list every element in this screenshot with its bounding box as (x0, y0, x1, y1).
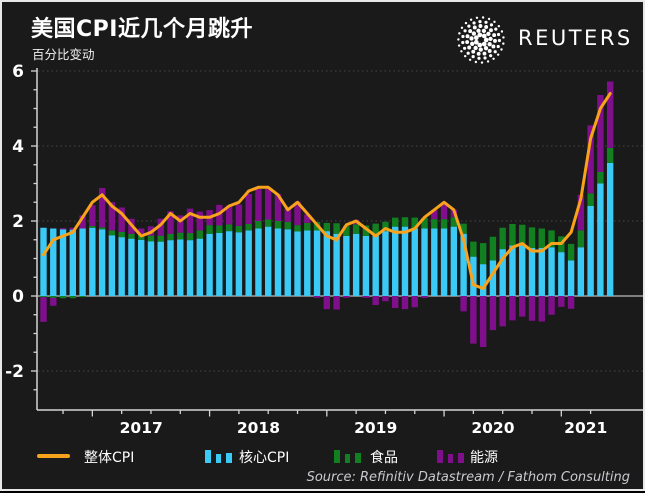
svg-text:2018: 2018 (237, 419, 280, 437)
svg-text:2: 2 (12, 212, 24, 232)
legend-item-food: 食品 (334, 447, 444, 466)
svg-text:2020: 2020 (471, 419, 514, 437)
legend-item-energy: 能源 (437, 447, 547, 466)
legend-label: 能源 (470, 450, 498, 466)
reuters-orb-icon (457, 16, 505, 64)
svg-text:2017: 2017 (120, 419, 163, 437)
legend-item-core-cpi: 核心CPI (205, 447, 335, 466)
energy-bars-swatch (437, 448, 464, 463)
legend-label: 食品 (370, 450, 398, 466)
headline-cpi-line (42, 92, 612, 290)
stacked-contribution-bars (40, 81, 614, 347)
chart-title: 美国CPI近几个月跳升 (31, 17, 253, 42)
legend-label: 核心CPI (239, 450, 290, 466)
svg-text:0: 0 (12, 287, 24, 307)
x-axis-ticks (62, 410, 592, 417)
source-attribution: Source: Refinitiv Datastream / Fathom Co… (306, 470, 630, 485)
reuters-logo: REUTERS (452, 11, 637, 67)
svg-text:6: 6 (12, 62, 24, 82)
reuters-wordmark: REUTERS (518, 26, 633, 50)
legend-label: 整体CPI (84, 450, 135, 466)
y-axis-labels: -2 0 2 4 6 (5, 62, 24, 382)
legend-item-headline-cpi: 整体CPI (37, 447, 167, 466)
chart-subtitle: 百分比变动 (32, 47, 95, 62)
x-axis-labels: 2017 2018 2019 2020 2021 (120, 419, 608, 437)
core-cpi-bars-swatch (205, 448, 232, 463)
svg-text:-2: -2 (5, 362, 24, 382)
y-axis-ticks (31, 70, 37, 391)
food-bars-swatch (334, 448, 361, 463)
y-gridlines (38, 70, 643, 372)
headline-line-swatch (37, 454, 70, 458)
svg-text:2021: 2021 (564, 419, 607, 437)
chart-legend: 整体CPI 核心CPI 食品 能源 (2, 447, 643, 469)
svg-text:4: 4 (12, 137, 24, 157)
svg-text:2019: 2019 (354, 419, 397, 437)
